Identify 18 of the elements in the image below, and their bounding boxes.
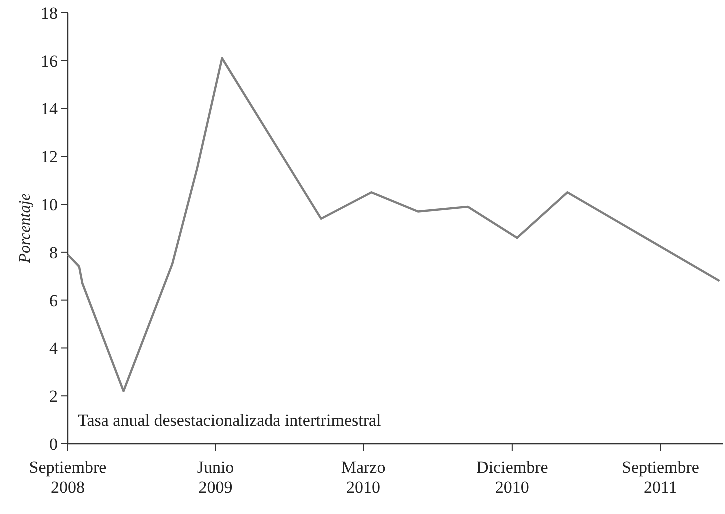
y-axis-title: Porcentaje: [17, 194, 34, 264]
y-tick-label: 14: [41, 100, 58, 119]
x-tick-label: Junio 2009: [197, 458, 234, 497]
y-tick-label: 10: [41, 196, 58, 215]
x-tick-label: Marzo 2010: [341, 458, 386, 497]
x-tick-label: Diciembre 2010: [476, 458, 548, 497]
y-tick-label: 4: [50, 339, 58, 358]
y-tick-label: 18: [41, 4, 58, 23]
y-tick-label: 16: [41, 52, 58, 71]
line-series: [66, 57, 721, 392]
annotation: Tasa anual desestacionalizada intertrimestral: [78, 411, 382, 430]
y-tick-label: 6: [50, 291, 58, 310]
y-tick-label: 12: [41, 148, 58, 167]
y-tick-label: 0: [50, 434, 58, 454]
y-tick-label: 2: [50, 387, 58, 406]
y-tick-label: 8: [50, 243, 58, 262]
x-tick-label: Septiembre 2008: [29, 458, 107, 497]
x-tick-label: Septiembre 2011: [622, 458, 700, 497]
